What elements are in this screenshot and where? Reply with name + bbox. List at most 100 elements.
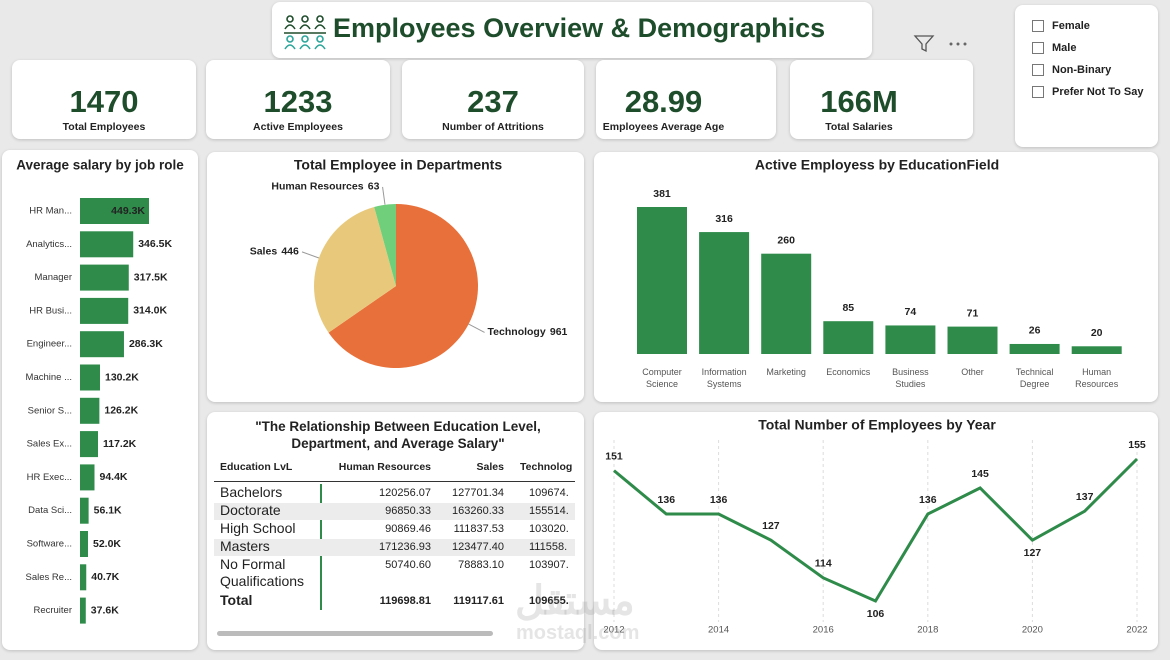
line-series bbox=[613, 457, 1139, 603]
bar bbox=[761, 253, 812, 354]
data-label: 381 bbox=[653, 188, 671, 200]
data-label: 127 bbox=[1024, 547, 1042, 559]
data-label: 56.1K bbox=[94, 504, 122, 516]
data-label: 126.2K bbox=[104, 405, 138, 417]
data-label: 52.0K bbox=[93, 538, 121, 550]
table-cell: 120256.07 bbox=[379, 487, 431, 499]
watermark: مستقل bbox=[515, 579, 635, 623]
table-cell: Doctorate bbox=[220, 502, 281, 518]
chart-title: Average salary by job role bbox=[16, 158, 184, 173]
data-label: 136 bbox=[710, 494, 728, 506]
table-cell: 50740.60 bbox=[385, 559, 431, 571]
data-label: 136 bbox=[919, 494, 937, 506]
slicer-option[interactable]: Female bbox=[1032, 20, 1090, 32]
pie-slice bbox=[328, 204, 479, 369]
table-cell: 78883.10 bbox=[458, 559, 504, 571]
bar bbox=[80, 264, 129, 291]
data-label: 260 bbox=[777, 234, 795, 246]
bar bbox=[885, 325, 936, 354]
y-tick-label: Senior S... bbox=[28, 405, 72, 416]
slicer-option[interactable]: Male bbox=[1032, 42, 1076, 54]
data-label: 449.3K bbox=[111, 205, 145, 217]
bar bbox=[80, 297, 129, 324]
bar bbox=[80, 531, 88, 557]
table-cell: 90869.46 bbox=[385, 523, 431, 535]
bar bbox=[80, 564, 87, 591]
line-panel bbox=[594, 412, 1158, 650]
kpi-card bbox=[206, 60, 390, 139]
slicer-option[interactable]: Prefer Not To Say bbox=[1032, 86, 1144, 98]
data-label: 106 bbox=[867, 608, 885, 620]
checkbox[interactable] bbox=[1032, 20, 1044, 32]
watermark: mostaql.com bbox=[516, 622, 640, 644]
y-tick-label: Machine ... bbox=[26, 372, 72, 383]
table-cell: 123477.40 bbox=[452, 541, 504, 553]
data-label: 317.5K bbox=[134, 271, 168, 283]
bar bbox=[80, 364, 100, 391]
x-tick-label: Economics bbox=[826, 367, 871, 377]
row-shade bbox=[214, 503, 575, 520]
pie-slice bbox=[314, 206, 396, 333]
column-header: Technolog bbox=[520, 461, 573, 473]
y-tick-label: Sales Ex... bbox=[27, 439, 72, 450]
bar bbox=[1071, 346, 1122, 354]
kpi-value: 1470 bbox=[69, 84, 139, 119]
slicer-option[interactable]: Non-Binary bbox=[1032, 64, 1111, 76]
checkbox[interactable] bbox=[1032, 42, 1044, 54]
x-tick-label: 2014 bbox=[708, 625, 729, 636]
checkbox[interactable] bbox=[1032, 64, 1044, 76]
table-cell: 111558. bbox=[529, 541, 568, 553]
x-tick-label: Marketing bbox=[766, 367, 806, 377]
x-tick-label: Business Studies bbox=[892, 367, 929, 389]
kpi-label: Employees Average Age bbox=[602, 121, 725, 133]
salary-table: Education LvL Human Resources Sales Technol… bbox=[214, 458, 575, 616]
kpi-card bbox=[596, 60, 776, 139]
slice-value: 63 bbox=[368, 181, 380, 193]
table-cell: 103020. bbox=[529, 523, 569, 535]
data-label: 314.0K bbox=[133, 305, 167, 317]
data-label: 117.2K bbox=[103, 438, 137, 450]
x-tick-label: Other bbox=[961, 367, 984, 377]
leader-line bbox=[301, 251, 320, 259]
more-icon[interactable] bbox=[949, 42, 967, 46]
slice-value: 446 bbox=[281, 246, 299, 258]
pie-slice bbox=[374, 204, 396, 286]
x-tick-label: Technical Degree bbox=[1015, 367, 1054, 389]
kpi-card bbox=[12, 60, 196, 139]
data-label: 136 bbox=[658, 494, 676, 506]
bar bbox=[1009, 343, 1060, 354]
kpi-value: 28.99 bbox=[624, 84, 703, 119]
row-shade bbox=[214, 539, 575, 556]
data-label: 74 bbox=[905, 306, 917, 318]
x-tick-label: 2016 bbox=[813, 625, 834, 636]
data-label: 40.7K bbox=[91, 571, 119, 583]
bar bbox=[80, 497, 89, 524]
data-label: 26 bbox=[1029, 325, 1041, 337]
leader-line bbox=[468, 323, 485, 333]
checkbox[interactable] bbox=[1032, 86, 1044, 98]
chart-title: Total Number of Employees by Year bbox=[758, 417, 996, 433]
data-label: 155 bbox=[1128, 439, 1146, 451]
filter-icon[interactable] bbox=[913, 35, 935, 53]
option-label: Non-Binary bbox=[1052, 64, 1112, 76]
column-header: Education LvL bbox=[220, 461, 293, 473]
y-tick-label: HR Exec... bbox=[27, 472, 72, 483]
data-label: 316 bbox=[715, 213, 733, 225]
table-cell: High School bbox=[220, 520, 296, 536]
y-tick-label: Software... bbox=[27, 539, 72, 550]
data-label: 20 bbox=[1091, 327, 1103, 339]
bar bbox=[80, 464, 95, 491]
column-header: Sales bbox=[476, 461, 504, 473]
data-label: 286.3K bbox=[129, 338, 163, 350]
scrollbar[interactable] bbox=[217, 631, 493, 636]
y-tick-label: Data Sci... bbox=[28, 505, 72, 516]
header-rule bbox=[214, 481, 575, 482]
chart-title: Active Employess by EducationField bbox=[755, 157, 999, 173]
table-cell: 109674. bbox=[529, 487, 569, 499]
toolbar[interactable] bbox=[913, 34, 973, 54]
leader-line bbox=[382, 186, 386, 205]
data-label: 114 bbox=[815, 558, 832, 570]
kpi-card bbox=[402, 60, 584, 139]
title-panel bbox=[272, 2, 872, 58]
